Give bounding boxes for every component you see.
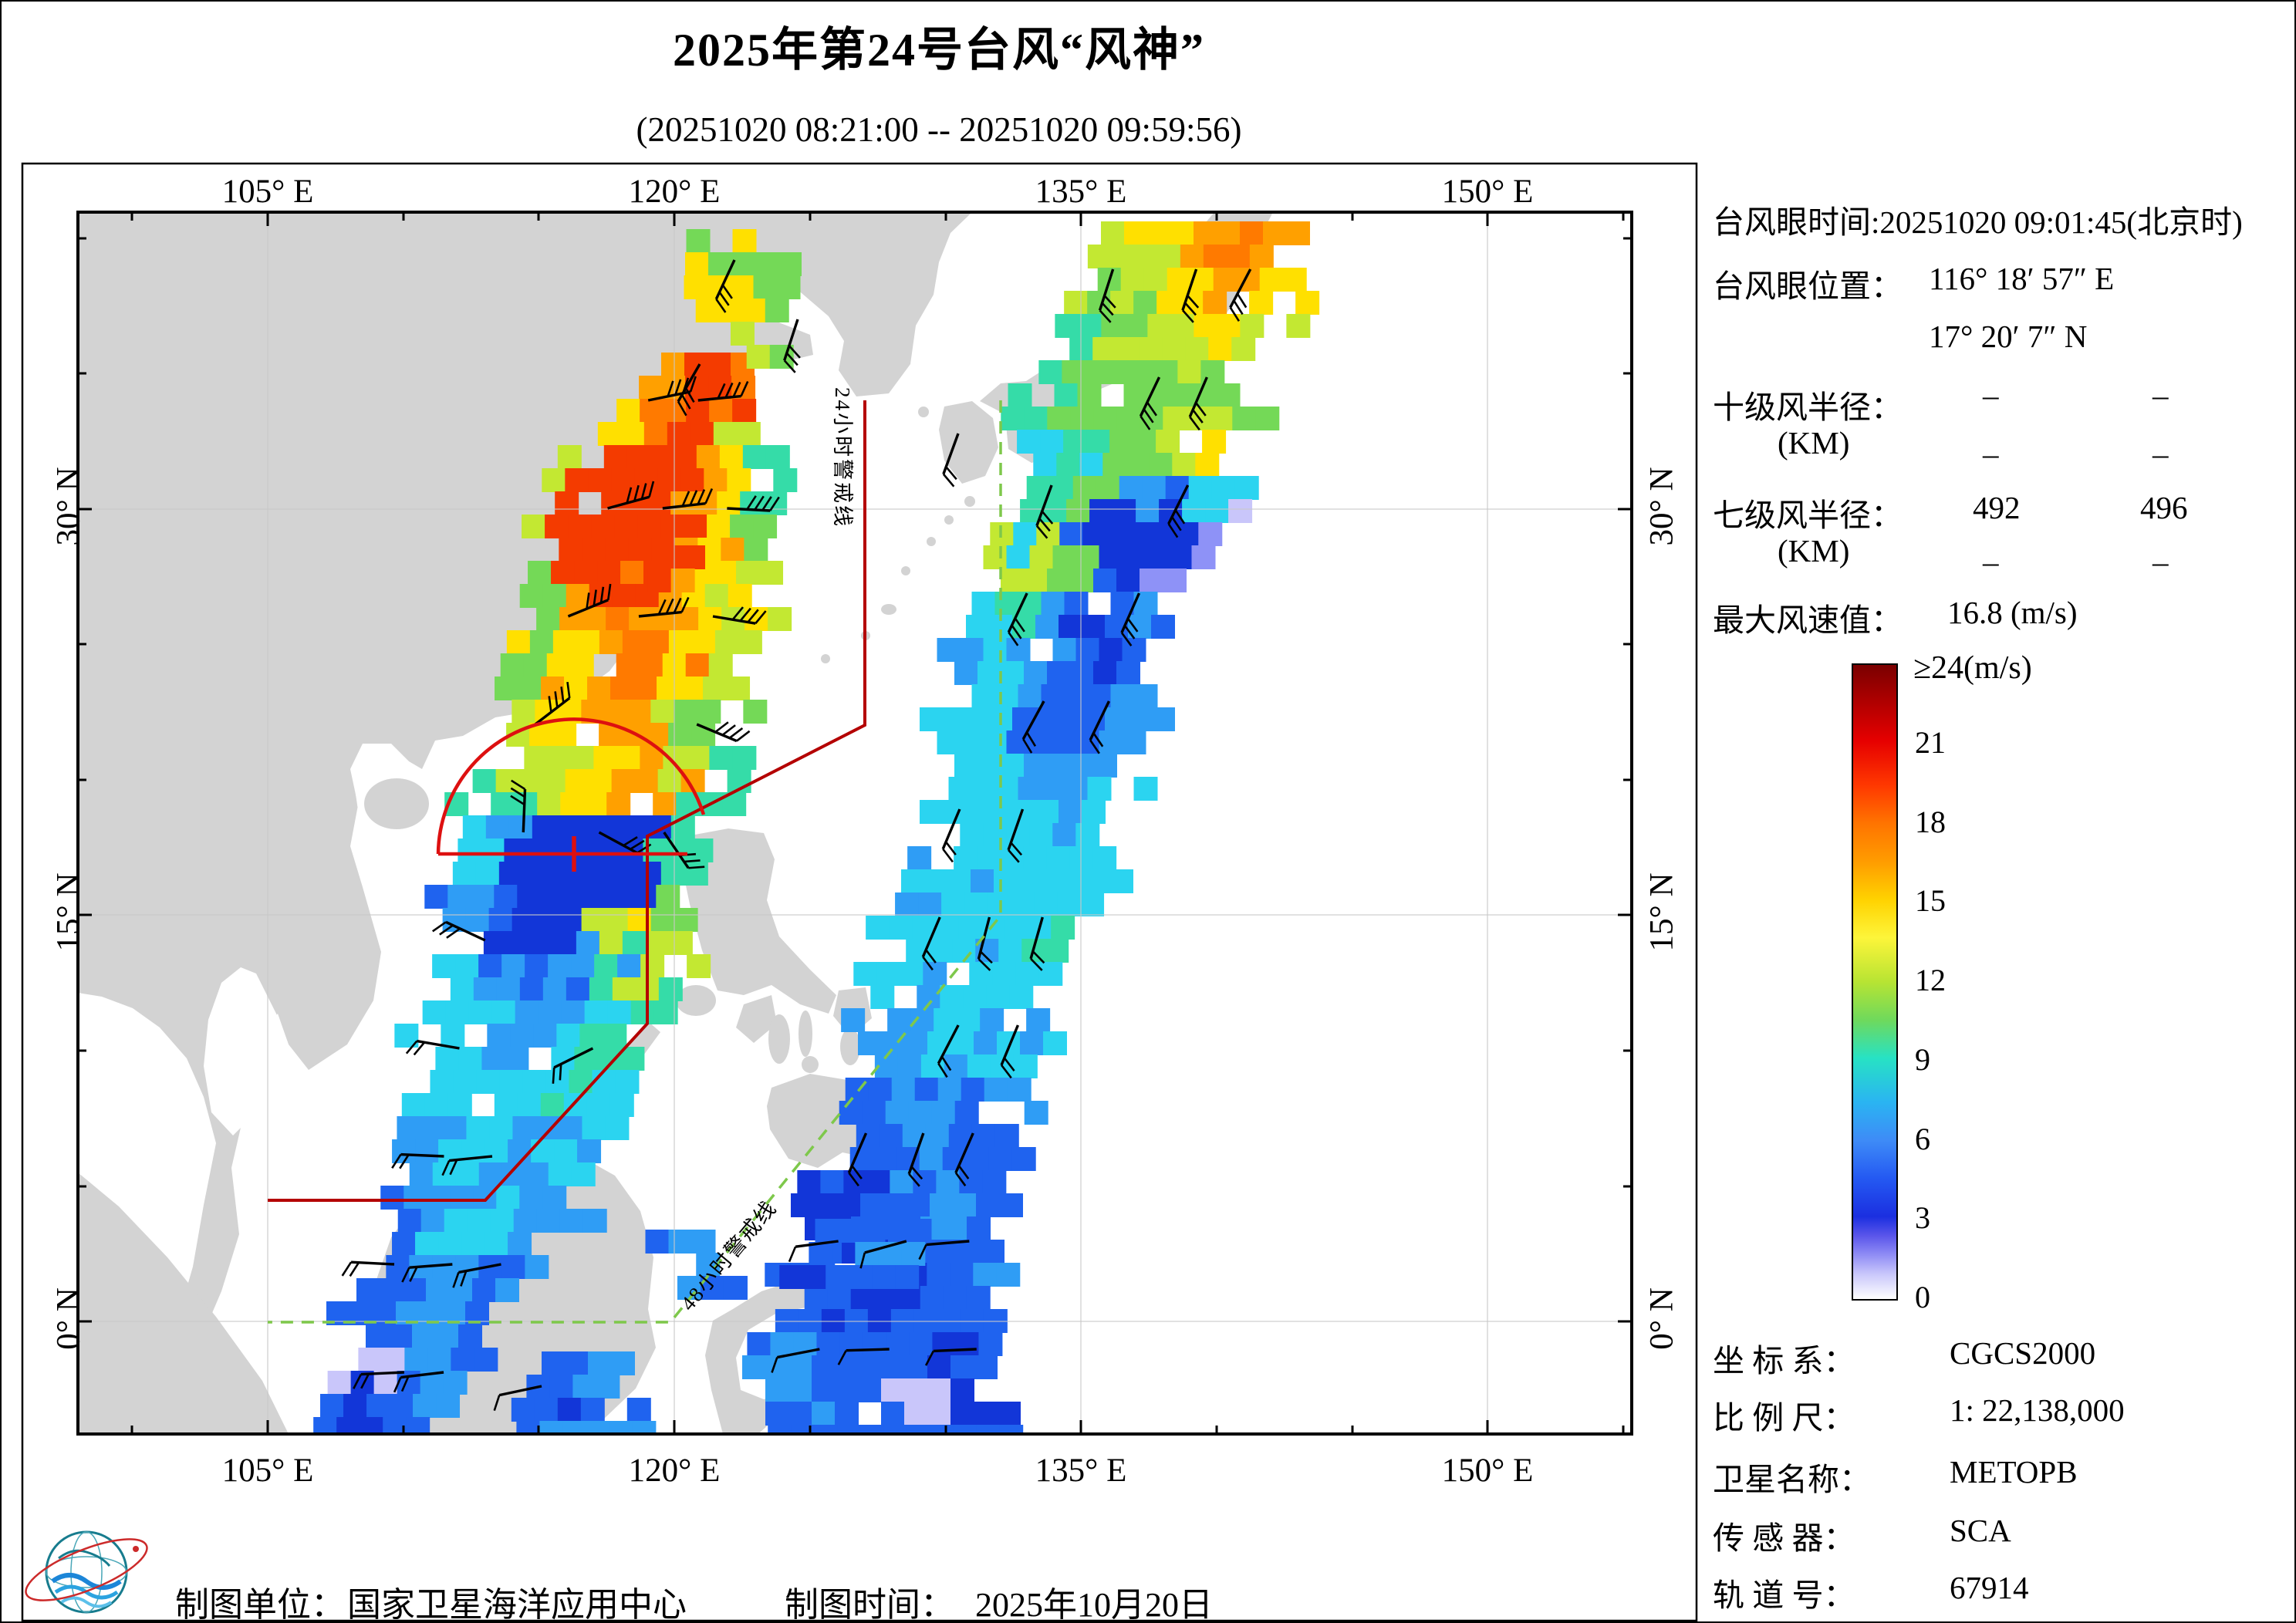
r10-label: 十级风半径： bbox=[1713, 390, 1903, 425]
legend-tick-18: 18 bbox=[1915, 804, 1946, 839]
legend-tick-12: 12 bbox=[1915, 963, 1946, 997]
lat-label-left-2: 0° N bbox=[50, 1287, 87, 1350]
land-island-6 bbox=[964, 496, 975, 507]
sensor-value: SCA bbox=[1950, 1513, 2011, 1548]
land-luzon bbox=[682, 828, 836, 1014]
land-panay bbox=[736, 995, 777, 1043]
vmax-value: 16.8 (m/s) bbox=[1947, 595, 2078, 630]
land-island-8 bbox=[927, 537, 936, 546]
warning-line-24h bbox=[268, 400, 866, 1202]
lat-label-right-1: 15° N bbox=[1643, 872, 1680, 952]
lon-label-bottom-0: 105° E bbox=[221, 1453, 314, 1489]
wind-swath-cells bbox=[313, 221, 1320, 1434]
wind-speed-colorbar bbox=[1852, 663, 1898, 1301]
lon-label-bottom-3: 150° E bbox=[1441, 1453, 1534, 1489]
land-island-10 bbox=[881, 604, 896, 615]
legend-max-label: ≥24(m/s) bbox=[1913, 650, 2032, 686]
land-island-15 bbox=[918, 407, 929, 417]
r10-value-3: – bbox=[1983, 436, 1999, 471]
map-date: 2025年10月20日 bbox=[975, 1586, 1213, 1623]
vmax-label: 最大风速值： bbox=[1713, 602, 1903, 638]
land-sumatra bbox=[78, 1173, 289, 1434]
land-island-7 bbox=[944, 515, 954, 525]
lon-label-bottom-1: 120° E bbox=[628, 1453, 721, 1489]
land-island-2 bbox=[768, 1014, 790, 1064]
satellite-label: 卫星名称： bbox=[1713, 1462, 1871, 1497]
page-title: 2025年第24号台风“风神” bbox=[673, 25, 1205, 76]
land-mainland bbox=[78, 212, 972, 1434]
land-island-0 bbox=[364, 778, 429, 829]
r10-value-4: – bbox=[2152, 436, 2169, 471]
r7-value-4: – bbox=[2152, 544, 2169, 579]
orbit-value: 67914 bbox=[1950, 1570, 2029, 1605]
r10-value-1: – bbox=[1983, 377, 1999, 413]
scale-value: 1: 22,138,000 bbox=[1950, 1392, 2125, 1428]
orbit-label: 轨 道 号： bbox=[1713, 1577, 1855, 1613]
agency-label: 制图单位： bbox=[175, 1586, 345, 1623]
eye-latitude: 17° 20′ 7″ N bbox=[1929, 319, 2088, 354]
graticule bbox=[78, 212, 1632, 1434]
agency-name: 国家卫星海洋应用中心 bbox=[347, 1586, 687, 1623]
lon-label-top-3: 150° E bbox=[1441, 174, 1534, 210]
warning-line-24h-label: 24小时警戒线 bbox=[831, 387, 854, 528]
page-subtitle: (20251020 08:21:00 -- 20251020 09:59:56) bbox=[636, 110, 1242, 149]
r10-value-2: – bbox=[2152, 377, 2169, 413]
land-island-5 bbox=[802, 1056, 819, 1073]
land-island-3 bbox=[799, 1011, 812, 1057]
lon-label-top-0: 105° E bbox=[221, 174, 314, 210]
sensor-label: 传 感 器： bbox=[1713, 1520, 1855, 1556]
lat-label-right-2: 0° N bbox=[1643, 1287, 1680, 1350]
date-label: 制图时间： bbox=[785, 1586, 954, 1623]
r7-km-label: (KM) bbox=[1778, 533, 1850, 569]
lat-label-left-1: 15° N bbox=[50, 872, 87, 952]
coord-value: CGCS2000 bbox=[1950, 1335, 2096, 1371]
legend-tick-15: 15 bbox=[1915, 883, 1946, 919]
legend-tick-6: 6 bbox=[1915, 1121, 1930, 1156]
legend-tick-21: 21 bbox=[1915, 724, 1946, 760]
r7-value-2: 496 bbox=[2140, 490, 2188, 525]
lat-label-left-0: 30° N bbox=[50, 467, 87, 546]
eye-time: 台风眼时间:20251020 09:01:45(北京时) bbox=[1713, 204, 2243, 240]
lon-label-top-1: 120° E bbox=[628, 174, 721, 210]
legend-tick-3: 3 bbox=[1915, 1200, 1930, 1236]
land-island-12 bbox=[821, 654, 830, 663]
scale-label: 比 例 尺： bbox=[1713, 1400, 1855, 1436]
lat-label-right-0: 30° N bbox=[1643, 467, 1680, 546]
legend-tick-9: 9 bbox=[1915, 1041, 1930, 1077]
land-island-9 bbox=[901, 566, 910, 575]
land-island-1 bbox=[676, 985, 716, 1016]
nsoas-logo bbox=[25, 1530, 148, 1614]
map-frame bbox=[76, 211, 1633, 1436]
warning-line-48h bbox=[268, 400, 1002, 1324]
lon-label-bottom-2: 135° E bbox=[1035, 1453, 1127, 1489]
r7-value-1: 492 bbox=[1973, 490, 2021, 525]
map-inner bbox=[78, 212, 1632, 1434]
legend-tick-0: 0 bbox=[1915, 1280, 1930, 1314]
r7-value-3: – bbox=[1983, 544, 1999, 579]
coord-label: 坐 标 系： bbox=[1713, 1343, 1855, 1378]
r10-km-label: (KM) bbox=[1778, 425, 1850, 461]
satellite-value: METOPB bbox=[1950, 1454, 2078, 1490]
eye-position-label: 台风眼位置： bbox=[1713, 268, 1903, 304]
r7-label: 七级风半径： bbox=[1713, 498, 1903, 533]
lon-label-top-2: 135° E bbox=[1035, 174, 1127, 210]
land-island-4 bbox=[840, 1028, 860, 1065]
eye-longitude: 116° 18′ 57″ E bbox=[1929, 261, 2115, 296]
land-sulawesi bbox=[705, 1281, 854, 1434]
land-kyushu bbox=[939, 401, 998, 484]
wind-radius-arc bbox=[436, 717, 706, 855]
